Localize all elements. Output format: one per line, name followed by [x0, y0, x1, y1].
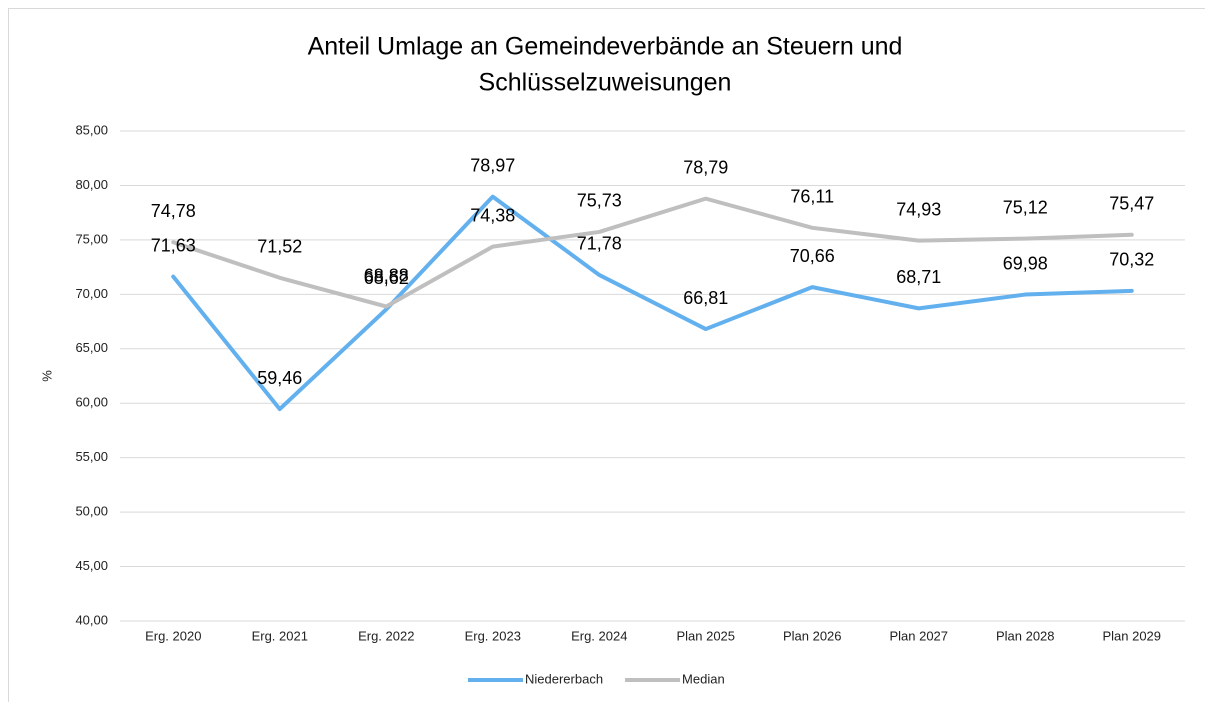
data-label: 68,88: [364, 265, 409, 285]
x-tick-label: Plan 2027: [889, 628, 948, 643]
x-tick-label: Plan 2029: [1102, 628, 1161, 643]
x-tick-label: Erg. 2024: [571, 628, 627, 643]
line-series: [171, 196, 1134, 309]
x-tick-label: Erg. 2021: [252, 628, 308, 643]
data-label: 69,98: [1003, 253, 1048, 273]
line-series: [171, 194, 1134, 412]
y-tick-label: 55,00: [75, 449, 108, 464]
chart-frame: [8, 8, 1205, 702]
data-label: 75,12: [1003, 197, 1048, 217]
data-label: 78,79: [683, 157, 728, 177]
data-label: 66,81: [683, 288, 728, 308]
data-label: 76,11: [790, 187, 834, 207]
y-tick-label: 45,00: [75, 558, 108, 573]
data-label: 68,71: [896, 267, 941, 287]
data-label: 68,62: [364, 268, 409, 288]
x-tick-label: Plan 2025: [676, 628, 735, 643]
data-label: 74,38: [470, 205, 515, 225]
y-tick-label: 75,00: [75, 231, 108, 246]
x-tick-label: Plan 2028: [996, 628, 1055, 643]
y-tick-label: 85,00: [75, 122, 108, 137]
y-tick-label: 60,00: [75, 395, 108, 410]
y-tick-label: 65,00: [75, 340, 108, 355]
chart-title: Schlüsselzuweisungen: [479, 69, 732, 97]
x-tick-label: Plan 2026: [783, 628, 842, 643]
data-label: 70,32: [1109, 250, 1154, 270]
chart-title: Anteil Umlage an Gemeindeverbände an Ste…: [308, 33, 903, 61]
data-label: 71,78: [577, 234, 622, 254]
data-label: 59,46: [257, 368, 302, 388]
data-label: 71,63: [151, 235, 196, 255]
data-label: 78,97: [470, 155, 515, 175]
data-label: 71,52: [257, 237, 302, 257]
y-tick-label: 70,00: [75, 286, 108, 301]
y-tick-label: 40,00: [75, 612, 108, 627]
legend-label: Niedererbach: [525, 671, 603, 686]
x-tick-label: Erg. 2023: [465, 628, 521, 643]
data-label: 70,66: [790, 246, 835, 266]
data-label: 74,78: [151, 201, 196, 221]
y-axis-label: %: [39, 370, 54, 382]
data-label: 74,93: [896, 199, 941, 219]
y-tick-label: 80,00: [75, 177, 108, 192]
x-tick-label: Erg. 2022: [358, 628, 414, 643]
y-tick-label: 50,00: [75, 504, 108, 519]
legend-label: Median: [682, 671, 725, 686]
x-tick-label: Erg. 2020: [145, 628, 201, 643]
data-label: 75,73: [577, 191, 622, 211]
data-label: 75,47: [1109, 194, 1154, 214]
